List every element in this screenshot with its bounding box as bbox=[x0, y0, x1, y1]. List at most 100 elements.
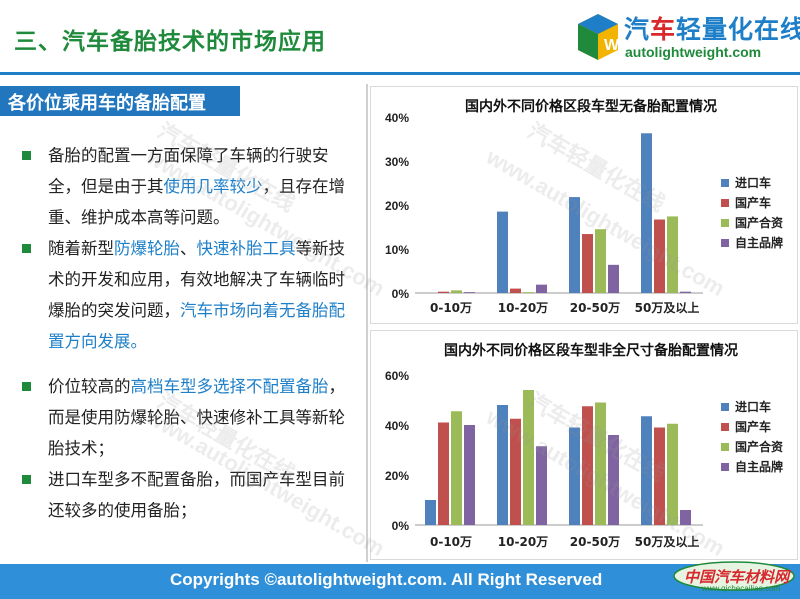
legend-label: 进口车 bbox=[735, 175, 771, 190]
bar bbox=[451, 411, 462, 525]
vertical-divider bbox=[366, 84, 368, 562]
chart-no-spare-tire: 国内外不同价格区段车型无备胎配置情况 0% 10% 20% 30% 40% 0-10万 10-… bbox=[370, 86, 798, 324]
bullet-square-icon bbox=[22, 382, 31, 391]
y-tick-label: 40% bbox=[385, 111, 409, 125]
badge-url: www.qichecailiao.com bbox=[702, 584, 781, 593]
bullet-text: 、 bbox=[180, 239, 197, 258]
y-tick-label: 30% bbox=[385, 155, 409, 169]
bar bbox=[510, 288, 521, 293]
copyright-text: Copyrights ©autolightweight.com. All Rig… bbox=[170, 570, 603, 589]
category-label: 50万及以上 bbox=[635, 300, 700, 315]
bar bbox=[667, 423, 678, 525]
highlighted-text: 快速补胎工具 bbox=[196, 239, 296, 258]
bar bbox=[595, 402, 606, 525]
bar bbox=[608, 435, 619, 525]
bullet-text: ，而是使用防爆轮胎、快速修补工具等新轮胎技术； bbox=[48, 377, 345, 458]
chart-compact-spare-tire: 国内外不同价格区段车型非全尺寸备胎配置情况 0% 20% 40% 60% 0-10万 10-… bbox=[370, 330, 798, 560]
chart-title: 国内外不同价格区段车型非全尺寸备胎配置情况 bbox=[444, 342, 738, 359]
bar bbox=[680, 510, 691, 525]
bar bbox=[523, 292, 534, 293]
highlighted-text: 高档车型多选择不配置备胎 bbox=[130, 377, 329, 396]
legend-swatch bbox=[721, 423, 729, 431]
category-label: 0-10万 bbox=[430, 301, 472, 315]
legend-swatch bbox=[721, 403, 729, 411]
bar bbox=[536, 446, 547, 525]
category-label: 20-50万 bbox=[570, 535, 620, 549]
bullet-text: 等新技术的开发和应用，有效地解决了车辆临时爆胎的突发问题， bbox=[48, 239, 345, 320]
bullet-text: 进口车型多不配置备胎，而国产车型目前还较多的使用备胎； bbox=[48, 470, 345, 520]
legend-swatch bbox=[721, 463, 729, 471]
section-subtitle: 各价位乘用车的备胎配置 bbox=[0, 86, 240, 116]
chart-no-spare-svg: 国内外不同价格区段车型无备胎配置情况 0% 10% 20% 30% 40% 0-10万 10-… bbox=[385, 98, 783, 315]
bullet-item: 随着新型防爆轮胎、快速补胎工具等新技术的开发和应用，有效地解决了车辆临时爆胎的突… bbox=[20, 233, 360, 357]
bullet-text: ，且存在增重、维护成本高等问题。 bbox=[48, 177, 345, 227]
bullet-square-icon bbox=[22, 475, 31, 484]
category-label: 10-20万 bbox=[498, 301, 548, 315]
bar bbox=[510, 418, 521, 525]
y-tick-label: 0% bbox=[392, 519, 410, 533]
legend-swatch bbox=[721, 219, 729, 227]
bar bbox=[654, 427, 665, 525]
legend-label: 进口车 bbox=[735, 399, 771, 414]
partner-badge[interactable]: 中国汽车材料网 www.qichecailiao.com bbox=[672, 560, 796, 596]
bar bbox=[667, 216, 678, 293]
bullet-item: 备胎的配置一方面保障了车辆的行驶安全，但是由于其使用几率较少，且存在增重、维护成… bbox=[20, 140, 360, 233]
bar bbox=[438, 422, 449, 525]
bar bbox=[641, 416, 652, 525]
y-tick-label: 60% bbox=[385, 369, 409, 383]
bar bbox=[425, 500, 436, 525]
y-tick-label: 40% bbox=[385, 419, 409, 433]
bar bbox=[569, 427, 580, 525]
header-bar: 三、汽车备胎技术的市场应用 W 汽车轻量化在线 autolightweight.… bbox=[0, 0, 800, 80]
legend-label: 国产车 bbox=[735, 195, 771, 210]
highlighted-text: 防爆轮胎 bbox=[114, 239, 180, 258]
bullet-text: 随着新型 bbox=[48, 239, 114, 258]
category-label: 0-10万 bbox=[430, 535, 472, 549]
bullet-list: 备胎的配置一方面保障了车辆的行驶安全，但是由于其使用几率较少，且存在增重、维护成… bbox=[20, 140, 360, 526]
bar bbox=[595, 229, 606, 293]
y-tick-label: 20% bbox=[385, 199, 409, 213]
bullet-square-icon bbox=[22, 244, 31, 253]
page-title: 三、汽车备胎技术的市场应用 bbox=[14, 29, 326, 55]
header-divider bbox=[0, 72, 800, 75]
bar bbox=[464, 425, 475, 525]
bullet-item: 进口车型多不配置备胎，而国产车型目前还较多的使用备胎； bbox=[20, 464, 360, 526]
bar bbox=[608, 264, 619, 293]
legend-label: 国产车 bbox=[735, 419, 771, 434]
bar bbox=[438, 291, 449, 293]
legend-swatch bbox=[721, 443, 729, 451]
category-label: 50万及以上 bbox=[635, 534, 700, 549]
bullet-text: 价位较高的 bbox=[48, 377, 131, 396]
legend-label: 自主品牌 bbox=[735, 459, 783, 474]
category-label: 20-50万 bbox=[570, 301, 620, 315]
legend-label: 国产合资 bbox=[735, 215, 783, 230]
bar bbox=[569, 197, 580, 293]
legend-swatch bbox=[721, 239, 729, 247]
bar bbox=[680, 291, 691, 293]
bullet-item: 价位较高的高档车型多选择不配置备胎，而是使用防爆轮胎、快速修补工具等新轮胎技术； bbox=[20, 371, 360, 464]
legend-label: 自主品牌 bbox=[735, 235, 783, 250]
badge-text: 中国汽车材料网 bbox=[684, 568, 790, 586]
highlighted-text: 使用几率较少 bbox=[163, 177, 263, 196]
logo-english-text: autolightweight.com bbox=[625, 44, 762, 60]
bar bbox=[497, 405, 508, 525]
bar bbox=[523, 390, 534, 525]
legend-label: 国产合资 bbox=[735, 439, 783, 454]
logo-chinese-text: 汽车轻量化在线 bbox=[624, 15, 800, 44]
highlighted-text: 汽车市场向着无备胎配置方向发展。 bbox=[48, 301, 345, 351]
legend-swatch bbox=[721, 199, 729, 207]
legend-swatch bbox=[721, 179, 729, 187]
bar bbox=[464, 292, 475, 293]
bar bbox=[582, 406, 593, 525]
bar bbox=[451, 290, 462, 293]
y-tick-label: 0% bbox=[392, 287, 410, 301]
bullet-text: 备胎的配置一方面保障了车辆的行驶安全，但是由于其 bbox=[48, 146, 329, 196]
bar bbox=[536, 284, 547, 293]
chart-compact-spare-svg: 国内外不同价格区段车型非全尺寸备胎配置情况 0% 20% 40% 60% 0-10万 10-… bbox=[385, 342, 783, 549]
logo-mark-icon: W bbox=[578, 14, 620, 60]
badge-globe-icon bbox=[673, 561, 795, 591]
category-label: 10-20万 bbox=[498, 535, 548, 549]
y-tick-label: 20% bbox=[385, 469, 409, 483]
bar bbox=[654, 219, 665, 293]
site-logo[interactable]: W 汽车轻量化在线 autolightweight.com bbox=[576, 8, 800, 66]
